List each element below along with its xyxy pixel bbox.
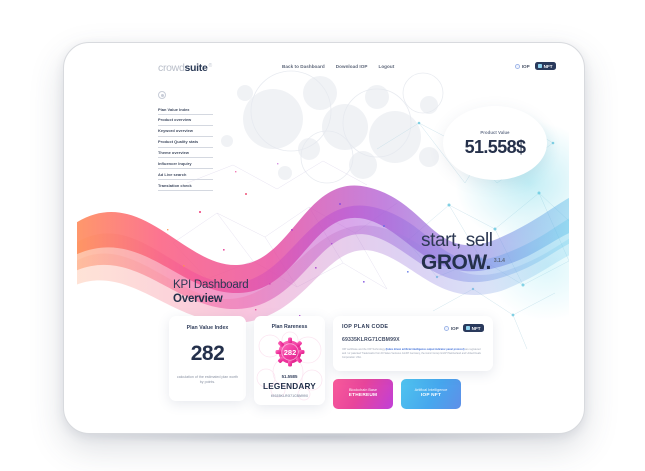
- nft-square-icon: [538, 64, 542, 68]
- rareness-sub-value: 51.5585: [281, 374, 298, 379]
- product-value-label: Product Value: [480, 130, 510, 135]
- product-value-bubble: Product Value 51.558$: [443, 106, 547, 180]
- nav-logout[interactable]: Logout: [378, 64, 395, 69]
- plan-code-iop-label: IOP: [450, 325, 459, 331]
- plan-code-iop-badge[interactable]: IOP: [443, 325, 459, 331]
- main-nav: Back to Dashboard Download IOP Logout: [282, 64, 394, 69]
- ethereum-button-subtitle: Blockchain Base: [348, 388, 378, 393]
- action-buttons: Blockchain Base ETHEREUM Artifical Intel…: [333, 379, 493, 409]
- circle-logo-dot-icon: [160, 93, 164, 97]
- plan-code-legal-highlight: (Index driven artificial intelligence ou…: [385, 347, 465, 351]
- dashboard-subtitle: Overview: [173, 293, 223, 306]
- sidebar-item-influencer-inquiry[interactable]: Influencer Inquiry: [158, 158, 213, 170]
- nav-back-to-dashboard[interactable]: Back to Dashboard: [282, 64, 325, 69]
- kpi-cards-row: Plan Value Index 282 calculation of the …: [169, 316, 493, 409]
- header-iop-badge[interactable]: IOP: [514, 63, 530, 69]
- plan-value-card-description: calculation of the estimated plan worth …: [176, 375, 239, 385]
- rareness-card-title: Plan Rareness: [271, 324, 308, 330]
- plan-code-header: IOP PLAN CODE IOP NFT: [342, 324, 484, 333]
- logo-text-light: crowd: [158, 62, 185, 74]
- registered-mark-icon: ®: [208, 62, 213, 69]
- header-badges: IOP NFT: [514, 62, 556, 71]
- header-nft-badge[interactable]: NFT: [534, 62, 556, 71]
- nav-download-iop[interactable]: Download IOP: [335, 64, 368, 69]
- product-value-amount: 51.558$: [464, 137, 526, 157]
- brand-logo[interactable]: crowdsuite®: [158, 62, 212, 74]
- plan-code-nft-label: NFT: [471, 325, 481, 331]
- card-plan-rareness[interactable]: Plan Rareness: [254, 316, 325, 405]
- plan-code-iop-ring-icon: [443, 325, 449, 331]
- plan-value-card-title: Plan Value Index: [186, 325, 229, 331]
- dashboard-title: KPI Dashboard: [173, 279, 249, 291]
- tablet-screen: crowdsuite® Back to Dashboard Download I…: [77, 53, 569, 421]
- rareness-badge: 282: [275, 337, 305, 367]
- version-label: 3.1.4: [493, 258, 505, 265]
- iop-ring-icon: [514, 63, 520, 69]
- sidebar-menu: Plan Value Index Product overview Keywor…: [158, 104, 213, 192]
- rareness-tier-label: LEGENDARY: [263, 382, 316, 391]
- right-panel-stack: IOP PLAN CODE IOP NFT 69335KLRG71CBM99X: [333, 316, 493, 409]
- hero-tagline: start, sell GROW. 3.1.4: [421, 230, 551, 274]
- iopnft-button-subtitle: Artifical Intelligence: [414, 388, 448, 393]
- tagline-line-1: start, sell: [421, 230, 493, 251]
- sidebar-item-theme-overview[interactable]: Theme overview: [158, 148, 213, 159]
- card-iop-plan-code[interactable]: IOP PLAN CODE IOP NFT 69335KLRG71CBM99X: [333, 316, 493, 371]
- plan-code-title: IOP PLAN CODE: [342, 324, 389, 330]
- rareness-card-background: [256, 331, 323, 401]
- plan-code-value: 69335KLRG71CBM99X: [342, 336, 400, 343]
- sidebar-item-plan-value-index[interactable]: Plan Value Index: [158, 104, 213, 115]
- rareness-plan-code: 69335KLRG71CBM99X: [270, 394, 309, 398]
- sidebar-item-ad-live-search[interactable]: Ad Live search: [158, 169, 213, 181]
- ethereum-button-label: ETHEREUM: [348, 393, 378, 399]
- header-nft-label: NFT: [543, 63, 553, 69]
- sidebar-item-product-quality-stats[interactable]: Product Quality stats: [158, 137, 213, 148]
- button-iop-nft[interactable]: Artifical Intelligence IOP NFT: [401, 379, 461, 409]
- button-blockchain-ethereum[interactable]: Blockchain Base ETHEREUM: [333, 379, 393, 409]
- tagline-line-2: GROW.: [421, 250, 491, 274]
- page-title: KPI Dashboard Overview: [173, 278, 249, 306]
- plan-code-nft-square-icon: [466, 326, 470, 330]
- sidebar-item-product-overview[interactable]: Product overview: [158, 115, 213, 126]
- site-header: crowdsuite® Back to Dashboard Download I…: [77, 53, 569, 79]
- plan-code-badges: IOP NFT: [443, 324, 484, 333]
- logo-text-bold: suite: [184, 62, 208, 74]
- plan-code-nft-badge[interactable]: NFT: [462, 324, 484, 333]
- card-plan-value-index[interactable]: Plan Value Index 282 calculation of the …: [169, 316, 246, 401]
- circle-logo-icon: [158, 91, 166, 99]
- plan-code-legal-text: IOP certificate and the IOP Technology (…: [342, 347, 481, 360]
- rareness-badge-number: 282: [283, 348, 296, 357]
- header-iop-label: IOP: [521, 63, 530, 69]
- sidebar-item-keyword-overview[interactable]: Keyword overview: [158, 126, 213, 137]
- iopnft-button-label: IOP NFT: [420, 393, 442, 399]
- sidebar-item-translation-check[interactable]: Translation check: [158, 180, 213, 192]
- plan-value-card-number: 282: [190, 342, 225, 365]
